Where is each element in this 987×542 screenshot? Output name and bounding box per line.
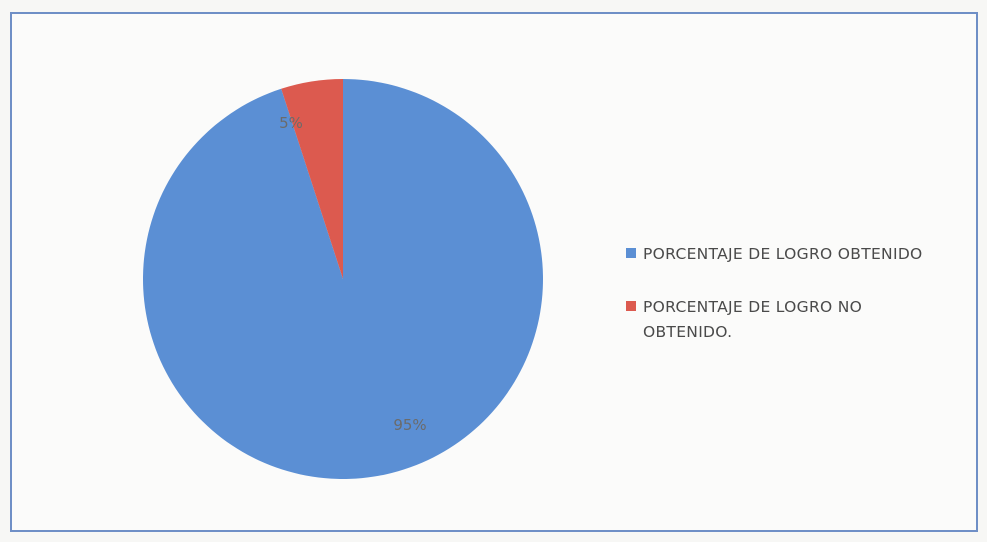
legend-swatch-no-obtenido bbox=[626, 301, 636, 311]
pie-data-labels: 95% 5% bbox=[279, 114, 427, 434]
legend-item-no-obtenido: PORCENTAJE DE LOGRO NO OBTENIDO. bbox=[626, 295, 966, 345]
chart-legend: PORCENTAJE DE LOGRO OBTENIDO PORCENTAJE … bbox=[626, 242, 966, 373]
legend-item-obtenido: PORCENTAJE DE LOGRO OBTENIDO bbox=[626, 242, 966, 267]
pie-slices bbox=[143, 79, 544, 479]
pie-slice-no-obtenido bbox=[281, 79, 343, 279]
data-label-no-obtenido: 5% bbox=[279, 114, 303, 132]
data-label-obtenido: 95% bbox=[393, 416, 426, 434]
legend-label-no-obtenido: PORCENTAJE DE LOGRO NO OBTENIDO. bbox=[643, 298, 863, 341]
legend-label-obtenido: PORCENTAJE DE LOGRO OBTENIDO bbox=[643, 245, 923, 263]
legend-swatch-obtenido bbox=[626, 248, 636, 258]
